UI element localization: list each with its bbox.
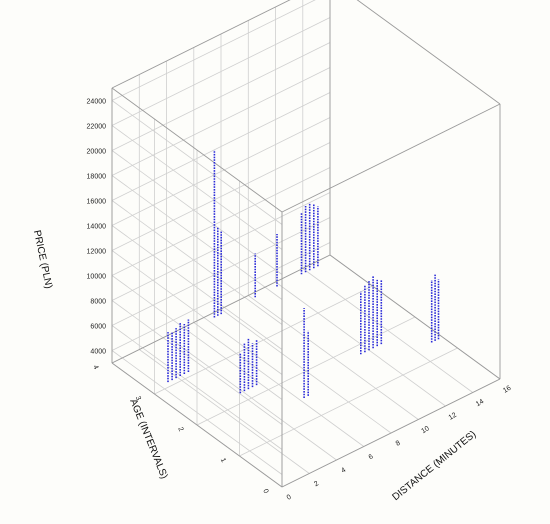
left-wall-grid-line [111, 175, 283, 300]
floor-grid-line [196, 316, 416, 426]
back-wall-grid-line [111, 42, 331, 151]
z-axis-title: PRICE (PLN) [31, 229, 54, 289]
x-tick-label: 6 [368, 453, 375, 461]
box-edge [111, 0, 291, 89]
x-tick-label: 0 [286, 494, 293, 502]
left-wall-grid-line [111, 350, 283, 475]
left-wall-grid-line [111, 250, 283, 375]
z-tick-label: 4000 [90, 349, 106, 356]
left-wall-grid-line [111, 300, 283, 425]
y-axis-title: AGE (INTERVALS) [127, 397, 169, 480]
spike-layer [167, 150, 440, 398]
z-tick-label: 20000 [87, 149, 107, 156]
x-tick-label: 12 [448, 412, 458, 422]
box-edge [356, 0, 501, 105]
z-tick-label: 6000 [90, 324, 106, 331]
tick-layer: 4000600080001000012000140001600018000200… [87, 99, 513, 502]
x-tick-label: 10 [420, 425, 430, 435]
back-wall-grid-line [111, 142, 331, 251]
x-tick-label: 2 [313, 480, 320, 488]
z-tick-label: 10000 [87, 274, 107, 281]
x-tick-label: 4 [340, 467, 347, 475]
z-tick-label: 24000 [87, 99, 107, 106]
z-tick-label: 18000 [87, 174, 107, 181]
box-edge [281, 103, 501, 213]
floor-grid-line [239, 347, 458, 457]
x-tick-label: 14 [475, 398, 485, 408]
grid-layer [111, 0, 501, 488]
left-wall-grid-line [111, 225, 283, 350]
back-wall-grid-line [111, 67, 331, 176]
z-tick-label: 16000 [87, 199, 107, 206]
left-wall-grid-line [111, 200, 283, 325]
back-wall-grid-line [111, 17, 331, 126]
x-axis-title: DISTANCE (MINUTES) [390, 429, 478, 503]
back-wall-grid-line [111, 217, 331, 326]
x-tick-label: 16 [502, 385, 512, 395]
z-tick-label: 8000 [90, 299, 106, 306]
left-wall-grid-line [111, 150, 283, 275]
y-tick-label: 4 [91, 364, 99, 371]
box-edge [111, 87, 283, 213]
y-tick-label: 1 [219, 457, 227, 464]
box-edge [111, 254, 331, 364]
y-tick-label: 2 [176, 426, 184, 433]
back-wall-grid-line [111, 0, 316, 101]
back-wall-grid-line [111, 167, 331, 276]
z-tick-label: 12000 [87, 249, 107, 256]
back-wall-grid-line [111, 117, 331, 226]
floor-grid-line [154, 285, 373, 395]
box-edge [329, 254, 501, 380]
left-wall-grid-line [111, 275, 283, 400]
box-edge [111, 362, 283, 488]
box-edge [281, 378, 501, 488]
left-wall-grid-line [111, 325, 283, 450]
x-tick-label: 8 [395, 440, 402, 448]
left-wall-grid-line [111, 125, 283, 250]
z-tick-label: 14000 [87, 224, 107, 231]
y-tick-label: 0 [261, 488, 269, 495]
back-wall-grid-line [111, 92, 331, 201]
y-tick-label: 3 [134, 395, 142, 402]
left-wall-grid-line [111, 100, 283, 225]
z-tick-label: 22000 [87, 124, 107, 131]
